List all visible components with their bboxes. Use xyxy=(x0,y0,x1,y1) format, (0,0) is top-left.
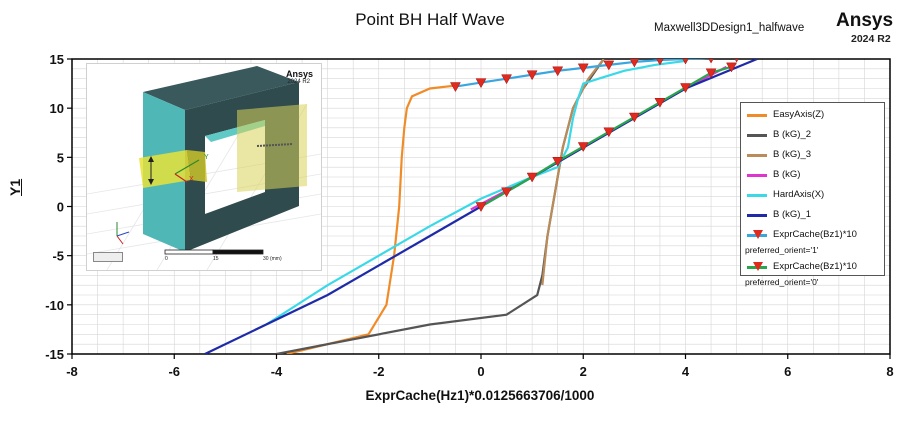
legend-label: B (kG) xyxy=(773,169,801,180)
x-tick-label: -2 xyxy=(373,364,385,379)
scale-label-1: 15 xyxy=(213,256,219,262)
x-tick-label: 2 xyxy=(580,364,587,379)
y-axis-label: Y1 xyxy=(7,178,23,196)
legend-marker-icon xyxy=(753,262,763,271)
legend-swatch xyxy=(747,214,767,217)
legend-item-3: B (kG) xyxy=(741,165,884,185)
series-marker-6 xyxy=(450,82,461,93)
series-marker-7 xyxy=(680,83,691,94)
x-tick-label: 8 xyxy=(886,364,893,379)
brand-version: 2024 R2 xyxy=(851,33,891,45)
design-name: Maxwell3DDesign1_halfwave xyxy=(654,22,805,34)
legend-item-1: B (kG)_2 xyxy=(741,125,884,145)
y-tick-label: 0 xyxy=(57,200,64,215)
y-tick-label: 15 xyxy=(50,52,64,67)
series-marker-6 xyxy=(708,59,714,64)
series-marker-6 xyxy=(577,63,589,74)
series-marker-7 xyxy=(552,157,564,167)
legend-item-5: B (kG)_1 xyxy=(741,205,884,225)
series-line-2 xyxy=(541,59,605,286)
scale-label-2: 30 (mm) xyxy=(263,256,282,262)
series-marker-7 xyxy=(628,112,640,123)
x-tick-label: 6 xyxy=(784,364,791,379)
series-marker-7 xyxy=(603,127,615,138)
series-marker-6 xyxy=(682,59,689,65)
y-tick-label: -10 xyxy=(45,298,64,313)
legend-label-sub: preferred_orient='1' xyxy=(745,245,819,255)
inset-axis-x: X xyxy=(189,176,194,183)
legend-label: ExprCache(Bz1)*10 xyxy=(773,261,857,272)
legend-label: B (kG)_2 xyxy=(773,129,812,140)
series-marker-6 xyxy=(734,59,739,63)
series-line-6 xyxy=(455,59,715,88)
inset-brand: Ansys xyxy=(285,69,313,79)
x-tick-label: 4 xyxy=(682,364,690,379)
legend-swatch xyxy=(747,194,767,197)
series-marker-6 xyxy=(552,66,564,77)
brand-logo: Ansys xyxy=(836,10,894,31)
x-axis-label: ExprCache(Hz1)*0.0125663706/1000 xyxy=(365,388,595,403)
x-tick-label: -4 xyxy=(271,364,283,379)
series-marker-7 xyxy=(705,68,717,79)
inset-axis-y: Y xyxy=(204,154,209,161)
x-tick-label: 0 xyxy=(477,364,484,379)
tick-labels: -8 -6 -4 -2 0 2 4 6 8 -15 -10 -5 0 5 10 15 xyxy=(45,52,893,379)
series-marker-6 xyxy=(629,59,640,68)
model-inset: Ansys 2024 R2 Y X 0 15 30 (mm) xyxy=(86,63,322,271)
y-tick-label: 10 xyxy=(50,101,64,116)
series-marker-7 xyxy=(475,202,487,213)
legend-swatch xyxy=(747,134,767,137)
core-model-image xyxy=(87,66,321,270)
legend-label-sub: preferred_orient='0' xyxy=(745,277,819,287)
series-line-0 xyxy=(286,84,456,354)
y-tick-label: -5 xyxy=(52,249,64,264)
series-marker-6 xyxy=(475,78,487,89)
series-marker-6 xyxy=(501,74,512,85)
y-tick-label: 5 xyxy=(57,150,64,165)
x-tick-label: -6 xyxy=(168,364,180,379)
legend-label: HardAxis(X) xyxy=(773,189,825,200)
series-marker-6 xyxy=(603,60,615,71)
series-marker-7 xyxy=(726,62,737,73)
chart-title: Point BH Half Wave xyxy=(355,10,505,29)
legend-item-6: ExprCache(Bz1)*10 xyxy=(741,225,884,245)
series-line-7 xyxy=(480,65,732,208)
legend-item-7: ExprCache(Bz1)*10 xyxy=(741,257,884,277)
x-tick-label: -8 xyxy=(66,364,78,379)
legend-label: ExprCache(Bz1)*10 xyxy=(773,229,857,240)
scale-label-0: 0 xyxy=(165,256,168,262)
legend-item-0: EasyAxis(Z) xyxy=(741,105,884,125)
series-marker-7 xyxy=(577,142,589,153)
legend-swatch xyxy=(747,174,767,177)
legend-swatch xyxy=(747,114,767,117)
legend-item-2: B (kG)_3 xyxy=(741,145,884,165)
legend: EasyAxis(Z) B (kG)_2 B (kG)_3 B (kG) HardAxi… xyxy=(740,102,885,287)
legend-label: EasyAxis(Z) xyxy=(773,109,825,120)
series-layer xyxy=(204,59,758,354)
series-marker-7 xyxy=(501,187,512,198)
series-marker-6 xyxy=(526,70,538,81)
legend-label: B (kG)_3 xyxy=(773,149,812,160)
series-marker-7 xyxy=(526,172,538,183)
legend-label: B (kG)_1 xyxy=(773,209,812,220)
view-button[interactable] xyxy=(93,252,123,262)
series-marker-6 xyxy=(656,59,664,66)
y-tick-label: -15 xyxy=(45,347,64,362)
inset-version: 2024 R2 xyxy=(287,79,310,85)
series-line-4 xyxy=(265,59,686,326)
legend-swatch xyxy=(747,154,767,157)
series-marker-7 xyxy=(654,98,666,108)
legend-item-4: HardAxis(X) xyxy=(741,185,884,205)
legend-marker-icon xyxy=(753,230,763,239)
